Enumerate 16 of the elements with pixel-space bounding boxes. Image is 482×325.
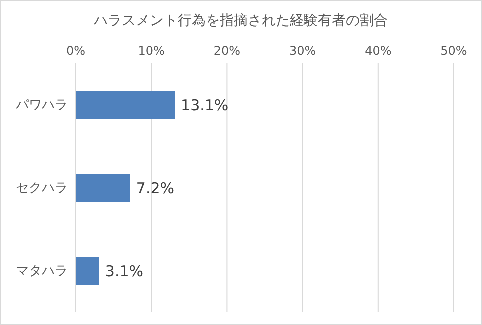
data-label: 7.2%	[136, 179, 175, 198]
data-label: 13.1%	[181, 96, 229, 114]
y-tick-label: セクハラ	[16, 181, 68, 196]
data-label: 3.1%	[105, 262, 144, 280]
x-tick-label: 20%	[214, 44, 241, 58]
y-tick-label: マタハラ	[16, 264, 68, 280]
x-tick-label: 30%	[289, 44, 316, 58]
bar	[76, 174, 130, 202]
x-tick-label: 50%	[440, 44, 468, 58]
x-tick-label: 0%	[66, 44, 86, 58]
x-tick-label: 10%	[138, 44, 165, 58]
x-tick-label: 40%	[365, 44, 392, 58]
bar	[76, 91, 176, 119]
chart-title: ハラスメント行為を指摘された経験有者の割合	[93, 12, 389, 30]
bar	[76, 257, 100, 285]
y-tick-label: パワハラ	[15, 98, 68, 114]
